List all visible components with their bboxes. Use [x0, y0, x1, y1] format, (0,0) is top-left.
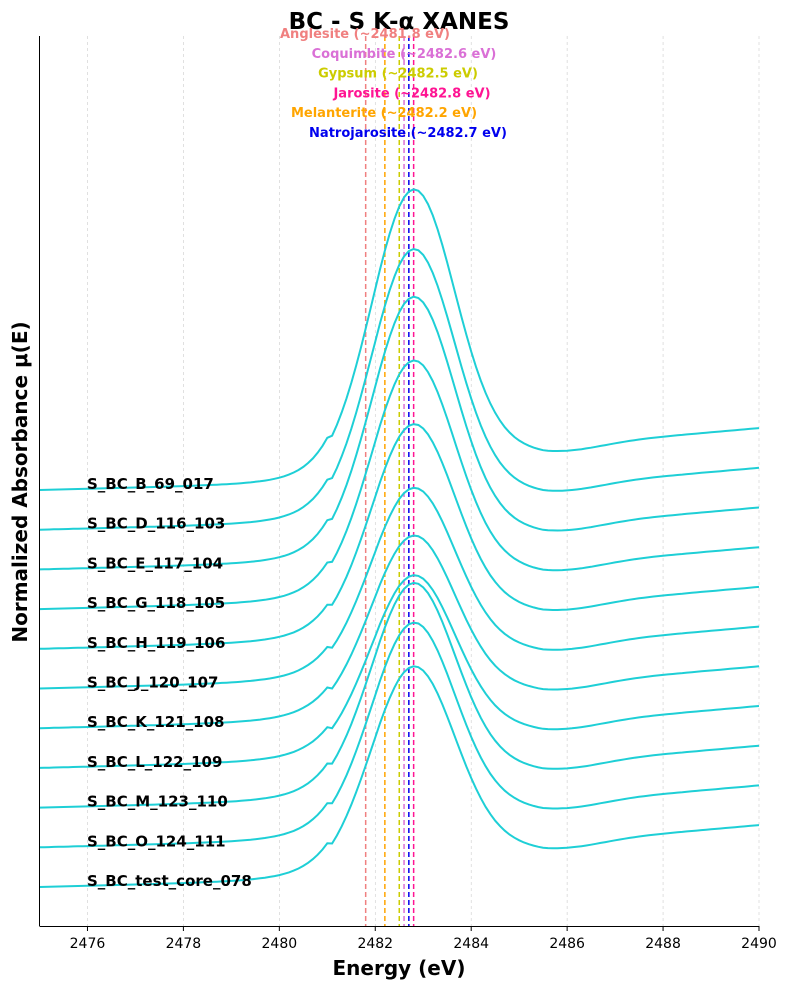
x-ticks: 2476 2478 2480 2482 2484 2486 2488 2490	[70, 926, 777, 952]
series-line-s_bc_l_122_109	[39, 574, 760, 769]
series-line-s_bc_g_118_105	[39, 359, 760, 611]
spectra	[39, 188, 760, 888]
x-tick-label: 2484	[453, 936, 489, 952]
x-tick-label: 2486	[549, 936, 585, 952]
series-line-s_bc_k_121_108	[39, 534, 760, 730]
x-tick-label: 2490	[741, 936, 777, 952]
x-tick-label: 2488	[645, 936, 681, 952]
series-line-s_bc_j_120_107	[39, 486, 760, 690]
y-axis-label: Normalized Absorbance μ(E)	[8, 321, 32, 642]
reference-label-jarosite: Jarosite (~2482.8 eV)	[332, 86, 490, 101]
series-label: S_BC_B_69_017	[87, 475, 214, 493]
x-tick-label: 2480	[262, 936, 298, 952]
reference-label-natrojarosite: Natrojarosite (~2482.7 eV)	[309, 126, 507, 141]
series-line-s_bc_d_116_103	[39, 247, 760, 531]
series-label: S_BC_K_121_108	[87, 713, 225, 731]
series-label: S_BC_G_118_105	[87, 594, 225, 612]
x-tick-label: 2482	[357, 936, 393, 952]
series-line-s_bc_e_117_104	[39, 295, 760, 571]
series-label: S_BC_L_122_109	[87, 753, 222, 771]
reference-lines	[364, 36, 415, 926]
series-line-s_bc_test_core_078	[39, 665, 760, 888]
series-line-s_bc_o_124_111	[39, 621, 760, 849]
series-label: S_BC_E_117_104	[87, 554, 223, 572]
series-label: S_BC_O_124_111	[87, 832, 226, 850]
axes	[39, 36, 759, 927]
reference-labels: Anglesite (~2481.8 eV) Coquimbite (~2482.…	[280, 27, 507, 141]
series-label: S_BC_M_123_110	[87, 793, 228, 811]
series-labels: S_BC_B_69_017 S_BC_D_116_103 S_BC_E_117_10…	[87, 475, 252, 890]
series-label: S_BC_H_119_106	[87, 634, 225, 652]
grid	[87, 36, 760, 926]
reference-label-melanterite: Melanterite (~2482.2 eV)	[291, 106, 477, 121]
reference-label-anglesite: Anglesite (~2481.8 eV)	[280, 27, 450, 42]
x-tick-label: 2478	[166, 936, 202, 952]
x-tick-label: 2476	[70, 936, 106, 952]
chart-title: BC - S K-α XANES	[289, 9, 510, 35]
series-label: S_BC_test_core_078	[87, 872, 252, 890]
x-axis-label: Energy (eV)	[333, 956, 466, 980]
series-label: S_BC_J_120_107	[87, 674, 218, 692]
series-label: S_BC_D_116_103	[87, 515, 225, 533]
reference-label-gypsum: Gypsum (~2482.5 eV)	[318, 67, 478, 82]
series-line-s_bc_h_119_106	[39, 423, 760, 650]
series-line-s_bc_b_69_017	[39, 188, 760, 491]
series-line-s_bc_m_123_110	[39, 581, 760, 809]
reference-label-coquimbite: Coquimbite (~2482.6 eV)	[312, 47, 497, 62]
